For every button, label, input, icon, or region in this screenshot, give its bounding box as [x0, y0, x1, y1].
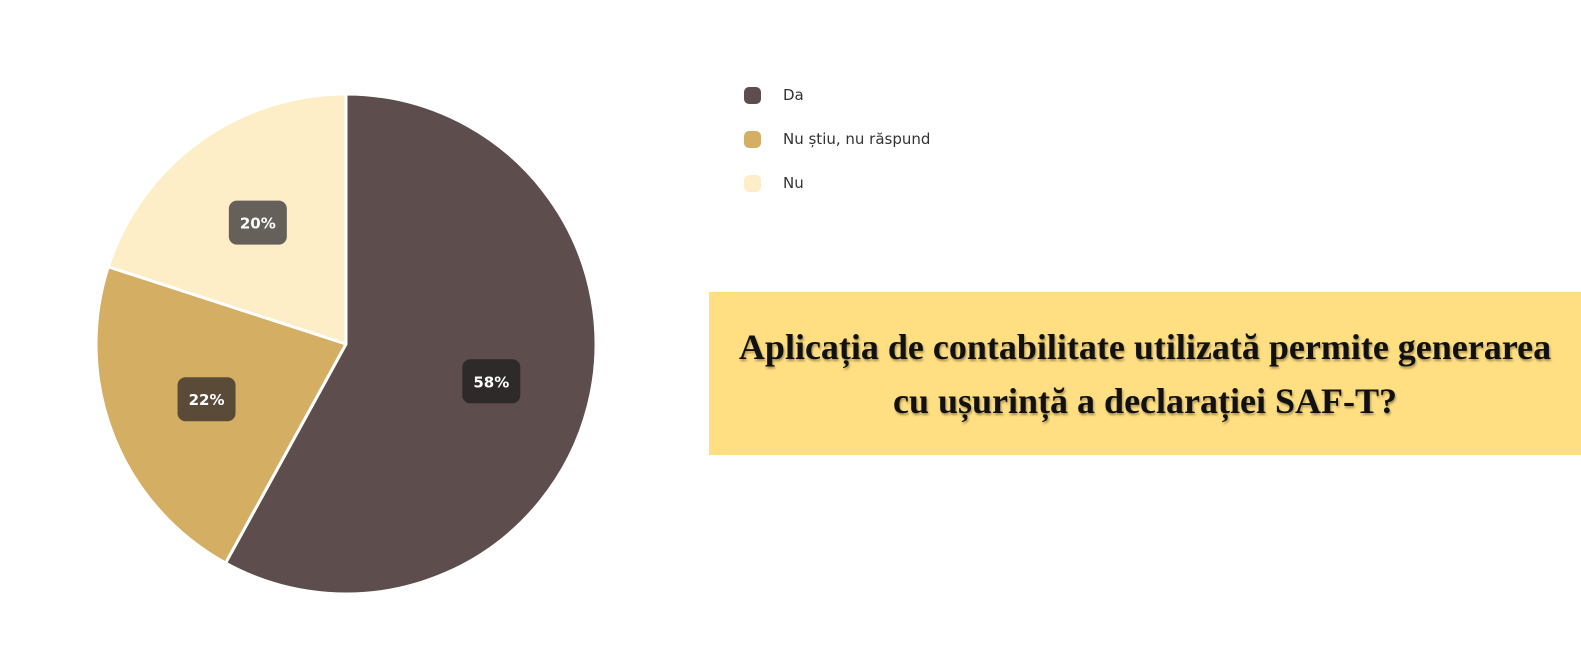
data-label-badge: [177, 377, 236, 422]
data-label-1: 22%: [177, 377, 236, 422]
pie-slice-0[interactable]: [224, 92, 598, 596]
legend-swatch: [744, 174, 761, 192]
data-label-text: 22%: [189, 391, 225, 409]
legend-label: Da: [783, 86, 804, 104]
legend-item-da[interactable]: Da: [744, 84, 930, 106]
legend-label: Nu: [783, 174, 804, 192]
legend-swatch: [744, 86, 761, 104]
legend-swatch: [744, 130, 761, 148]
chart-title: Aplicația de contabilitate utilizată per…: [738, 326, 1552, 421]
data-label-2: 20%: [228, 200, 287, 245]
data-label-badge: [462, 359, 521, 404]
data-label-text: 58%: [473, 373, 509, 391]
legend-label: Nu știu, nu răspund: [783, 130, 931, 148]
pie-slice-2[interactable]: [106, 92, 348, 346]
legend: Da Nu știu, nu răspund Nu: [744, 84, 930, 216]
data-label-0: 58%: [462, 359, 521, 404]
pie-chart: 58% 22% 20%: [94, 92, 598, 596]
legend-item-nu-stiu[interactable]: Nu știu, nu răspund: [744, 128, 930, 150]
data-label-text: 20%: [240, 215, 276, 233]
legend-item-nu[interactable]: Nu: [744, 172, 930, 194]
data-label-badge: [228, 200, 287, 245]
title-box: Aplicația de contabilitate utilizată per…: [709, 292, 1581, 455]
